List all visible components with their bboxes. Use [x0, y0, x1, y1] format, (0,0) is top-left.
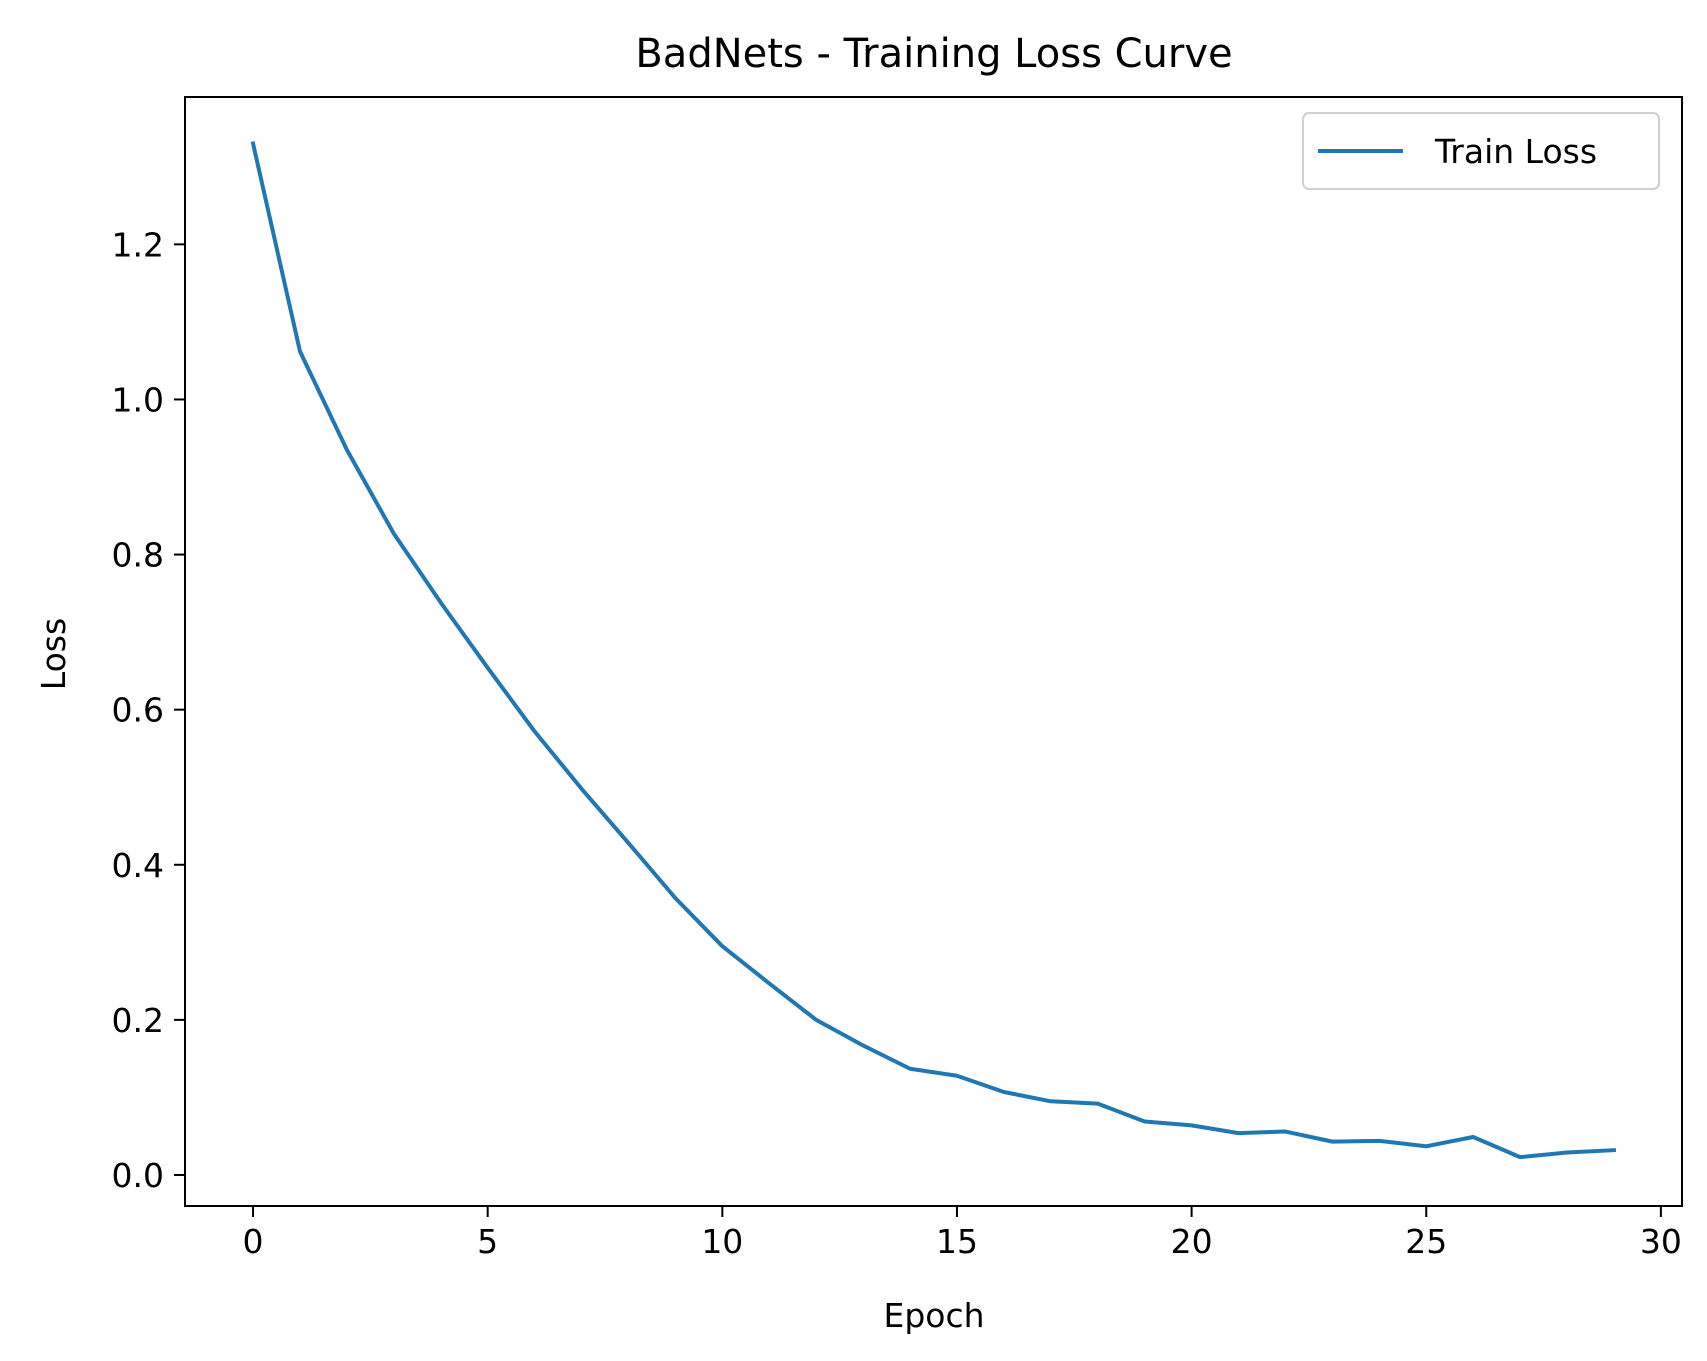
- plot-background: [185, 97, 1682, 1206]
- legend-label-train-loss: Train Loss: [1434, 132, 1597, 171]
- x-axis: 0 5 10 15 20 25 30: [243, 1206, 1682, 1261]
- x-tick-label: 30: [1640, 1222, 1682, 1261]
- x-axis-label: Epoch: [883, 1296, 984, 1335]
- x-tick-label: 15: [936, 1222, 978, 1261]
- series-line-train-loss: [250, 141, 1617, 1160]
- x-tick-label: 20: [1171, 1222, 1213, 1261]
- y-tick-label: 1.0: [112, 380, 164, 419]
- y-axis: 0.0 0.2 0.4 0.6 0.8 1.0 1.2: [112, 225, 185, 1195]
- y-axis-label: Loss: [34, 618, 73, 690]
- plot-area: [184, 96, 1683, 1207]
- x-tick-label: 0: [243, 1222, 264, 1261]
- chart-title: BadNets - Training Loss Curve: [635, 31, 1232, 77]
- x-tick-label: 5: [477, 1222, 498, 1261]
- y-tick-label: 0.4: [112, 846, 164, 885]
- y-tick-label: 0.2: [112, 1001, 164, 1040]
- legend-box: [1302, 112, 1660, 190]
- y-tick-label: 0.8: [112, 536, 164, 575]
- legend: Train Loss: [1302, 112, 1660, 190]
- x-tick-label: 25: [1405, 1222, 1447, 1261]
- y-tick-label: 0.6: [112, 691, 164, 730]
- y-tick-label: 1.2: [112, 225, 164, 264]
- plot-frame: [184, 96, 1683, 1207]
- y-tick-label: 0.0: [112, 1156, 164, 1195]
- x-tick-label: 10: [701, 1222, 743, 1261]
